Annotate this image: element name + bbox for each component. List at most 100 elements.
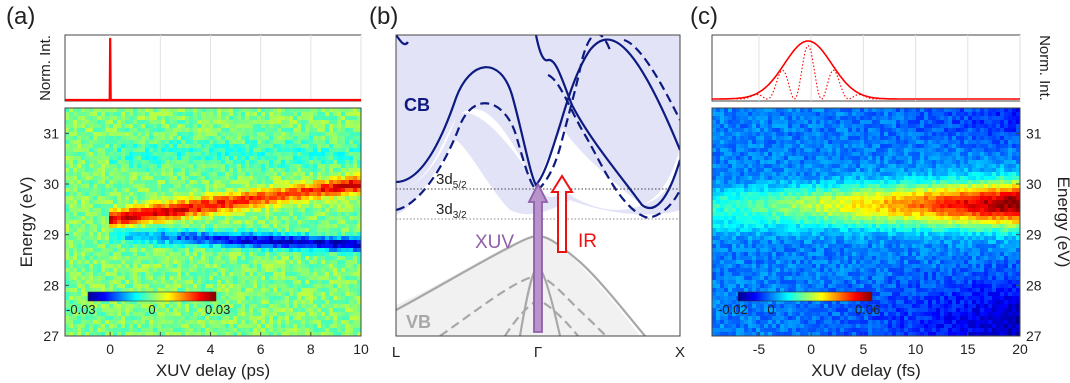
- heatmap-cell: [205, 284, 210, 289]
- heatmap-cell: [345, 156, 350, 161]
- heatmap-cell: [65, 172, 70, 177]
- heatmap-cell: [217, 140, 222, 145]
- heatmap-cell: [101, 320, 106, 325]
- heatmap-cell: [65, 160, 70, 165]
- heatmap-cell: [265, 156, 270, 161]
- heatmap-cell: [97, 180, 102, 185]
- heatmap-cell: [125, 240, 130, 245]
- heatmap-cell: [249, 132, 254, 137]
- heatmap-cell: [213, 284, 218, 289]
- heatmap-cell: [77, 148, 82, 153]
- heatmap-cell: [77, 284, 82, 289]
- heatmap-cell: [1000, 128, 1005, 133]
- panel-b: (b) 3d5/2 3d3/2 CB: [369, 3, 685, 361]
- heatmap-cell: [177, 108, 182, 113]
- heatmap-cell: [345, 260, 350, 265]
- heatmap-cell: [85, 156, 90, 161]
- heatmap-cell: [249, 176, 254, 181]
- heatmap-cell: [261, 204, 266, 209]
- heatmap-cell: [313, 192, 318, 197]
- heatmap-cell: [161, 232, 166, 237]
- heatmap-cell: [141, 184, 146, 189]
- heatmap-cell: [313, 160, 318, 165]
- heatmap-cell: [277, 180, 282, 185]
- heatmap-cell: [185, 128, 190, 133]
- heatmap-cell: [237, 164, 242, 169]
- heatmap-cell: [241, 268, 246, 273]
- ir-label: IR: [578, 231, 597, 252]
- heatmap-cell: [225, 156, 230, 161]
- heatmap-cell: [233, 296, 238, 301]
- heatmap-cell: [313, 168, 318, 173]
- heatmap-cell: [141, 300, 146, 305]
- heatmap-cell: [860, 132, 865, 137]
- heatmap-cell: [289, 284, 294, 289]
- heatmap-cell: [165, 248, 170, 253]
- heatmap-cell: [145, 288, 150, 293]
- heatmap-cell: [916, 140, 921, 145]
- heatmap-cell: [301, 184, 306, 189]
- heatmap-cell: [165, 124, 170, 129]
- heatmap-cell: [357, 180, 361, 185]
- heatmap-cell: [321, 108, 326, 113]
- heatmap-cell: [349, 160, 354, 165]
- heatmap-cell: [105, 196, 110, 201]
- heatmap-cell: [325, 112, 330, 117]
- heatmap-cell: [277, 272, 282, 277]
- heatmap-cell: [189, 320, 194, 325]
- heatmap-cell: [289, 184, 294, 189]
- heatmap-cell: [341, 132, 346, 137]
- heatmap-cell: [297, 124, 302, 129]
- heatmap-cell: [301, 188, 306, 193]
- heatmap-cell: [165, 132, 170, 137]
- heatmap-cell: [325, 180, 330, 185]
- heatmap-cell: [161, 304, 166, 309]
- heatmap-cell: [237, 224, 242, 229]
- heatmap-cell: [740, 128, 745, 133]
- heatmap-cell: [313, 216, 318, 221]
- heatmap-cell: [249, 148, 254, 153]
- heatmap-cell: [261, 228, 266, 233]
- heatmap-cell: [105, 176, 110, 181]
- heatmap-cell: [189, 316, 194, 321]
- heatmap-cell: [141, 120, 146, 125]
- heatmap-cell: [225, 212, 230, 217]
- heatmap-cell: [117, 332, 122, 336]
- heatmap-cell: [249, 248, 254, 253]
- heatmap-cell: [321, 240, 326, 245]
- heatmap-cell: [221, 304, 226, 309]
- heatmap-cell: [209, 324, 214, 329]
- heatmap-cell: [249, 156, 254, 161]
- heatmap-cell: [305, 308, 310, 313]
- heatmap-cell: [868, 112, 873, 117]
- heatmap-cell: [125, 328, 130, 333]
- heatmap-cell: [205, 316, 210, 321]
- heatmap-cell: [157, 144, 162, 149]
- heatmap-cell: [117, 132, 122, 137]
- heatmap-cell: [105, 172, 110, 177]
- heatmap-cell: [281, 328, 286, 333]
- heatmap-cell: [860, 124, 865, 129]
- heatmap-cell: [161, 156, 166, 161]
- heatmap-cell: [848, 136, 853, 141]
- heatmap-cell: [109, 144, 114, 149]
- heatmap-cell: [321, 244, 326, 249]
- heatmap-cell: [912, 116, 917, 121]
- heatmap-cell: [161, 116, 166, 121]
- heatmap-cell: [357, 152, 361, 157]
- heatmap-cell: [221, 240, 226, 245]
- heatmap-cell: [321, 332, 326, 336]
- heatmap-cell: [257, 144, 262, 149]
- heatmap-cell: [321, 220, 326, 225]
- heatmap-cell: [65, 248, 70, 253]
- heatmap-cell: [249, 264, 254, 269]
- heatmap-cell: [221, 144, 226, 149]
- heatmap-cell: [277, 172, 282, 177]
- heatmap-cell: [181, 116, 186, 121]
- heatmap-cell: [217, 120, 222, 125]
- heatmap-cell: [213, 120, 218, 125]
- heatmap-cell: [337, 320, 342, 325]
- heatmap-cell: [309, 160, 314, 165]
- heatmap-cell: [988, 120, 993, 125]
